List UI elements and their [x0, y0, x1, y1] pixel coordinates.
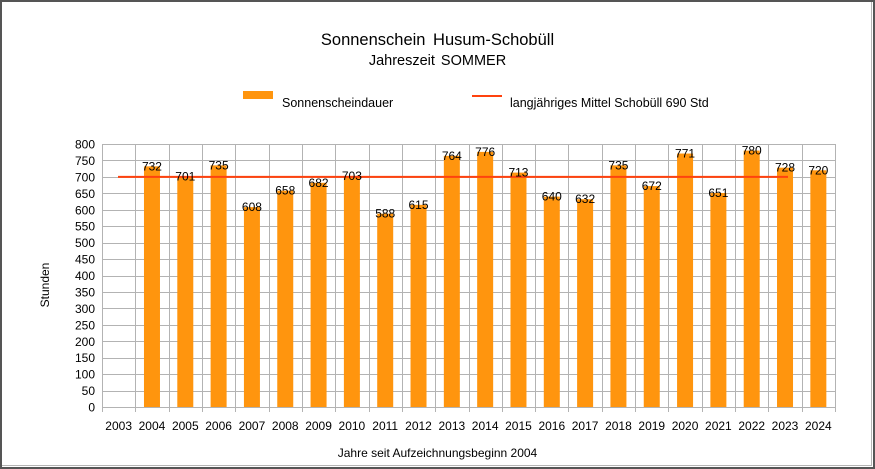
bar-2006 — [210, 165, 227, 407]
bar-2019 — [643, 186, 660, 407]
value-label-2015: 713 — [508, 166, 528, 180]
bar-2022 — [743, 150, 760, 407]
value-label-2016: 640 — [542, 190, 562, 204]
y-tick-label: 800 — [75, 138, 95, 152]
legend-line-swatch — [472, 95, 502, 97]
bar-2016 — [543, 196, 560, 407]
bar-2020 — [677, 153, 694, 407]
y-tick-label: 500 — [75, 236, 95, 250]
y-tick-label: 200 — [75, 335, 95, 349]
bar-2012 — [410, 204, 427, 407]
x-tick-label: 2024 — [805, 419, 832, 433]
x-tick-label: 2008 — [272, 419, 299, 433]
x-tick-labels: 2003 2004 2005 2006 2007 2008 2009 2010 2011 2012… — [105, 419, 832, 433]
value-label-2013: 764 — [442, 149, 462, 163]
value-label-2023: 728 — [775, 161, 795, 175]
x-tick-label: 2021 — [705, 419, 732, 433]
y-tick-label: 550 — [75, 220, 95, 234]
x-tick-label: 2006 — [205, 419, 232, 433]
x-axis-label: Jahre seit Aufzeichnungsbeginn 2004 — [337, 446, 538, 460]
bar-2017 — [577, 199, 594, 407]
y-tick-label: 300 — [75, 302, 95, 316]
x-tick-label: 2022 — [738, 419, 765, 433]
chart-subtitle: Jahreszeit SOMMER — [368, 53, 507, 69]
y-tick-label: 100 — [75, 368, 95, 382]
x-tick-label: 2005 — [172, 419, 199, 433]
value-label-2022: 780 — [742, 144, 762, 158]
value-label-2007: 608 — [242, 200, 262, 214]
bar-2018 — [610, 165, 627, 407]
value-label-2006: 735 — [209, 158, 229, 172]
bar-2008 — [277, 190, 294, 407]
bar-2024 — [810, 170, 827, 407]
x-tick-label: 2015 — [505, 419, 532, 433]
x-tick-label: 2011 — [372, 419, 398, 433]
y-tick-label: 250 — [75, 318, 95, 332]
bar-layer — [143, 150, 827, 407]
x-tick-label: 2003 — [105, 419, 132, 433]
value-label-2020: 771 — [675, 147, 695, 161]
x-tick-label: 2020 — [672, 419, 699, 433]
bar-2010 — [343, 175, 360, 407]
value-label-2018: 735 — [608, 158, 628, 172]
y-tick-label: 600 — [75, 203, 95, 217]
bar-2013 — [443, 155, 460, 407]
bar-2015 — [510, 172, 527, 407]
y-tick-label: 750 — [75, 154, 95, 168]
value-label-2009: 682 — [309, 176, 329, 190]
value-label-2017: 632 — [575, 192, 595, 206]
value-label-2008: 658 — [275, 184, 295, 198]
value-label-2014: 776 — [475, 145, 495, 159]
value-label-2019: 672 — [642, 179, 662, 193]
value-label-2004: 732 — [142, 159, 162, 173]
legend-bar-swatch — [243, 91, 273, 99]
bar-2004 — [143, 166, 160, 407]
value-labels: 732 701 735 608 658 682 703 588 615 764 776 713 640 6… — [142, 144, 829, 221]
x-tick-label: 2016 — [538, 419, 565, 433]
x-tick-label: 2023 — [772, 419, 799, 433]
legend-line-label: langjähriges Mittel Schobüll 690 Std — [510, 96, 709, 110]
x-tick-label: 2010 — [339, 419, 366, 433]
y-tick-label: 50 — [82, 384, 96, 398]
bar-2021 — [710, 192, 727, 407]
x-tick-label: 2007 — [239, 419, 266, 433]
bar-2007 — [243, 207, 260, 407]
y-tick-label: 650 — [75, 187, 95, 201]
y-tick-labels: 0 50 100 150 200 250 300 350 400 450 500 550 600 650 7… — [75, 138, 95, 415]
x-tick-label: 2014 — [472, 419, 499, 433]
bar-2011 — [377, 213, 394, 407]
value-label-2005: 701 — [175, 170, 195, 184]
y-tick-label: 700 — [75, 170, 95, 184]
y-tick-label: 450 — [75, 253, 95, 267]
x-tick-label: 2009 — [305, 419, 332, 433]
y-tick-label: 150 — [75, 351, 95, 365]
bar-2014 — [477, 151, 494, 407]
value-label-2010: 703 — [342, 169, 362, 183]
value-label-2011: 588 — [375, 207, 395, 221]
value-label-2021: 651 — [708, 186, 728, 200]
x-tick-label: 2004 — [139, 419, 166, 433]
x-tick-label: 2018 — [605, 419, 632, 433]
x-tick-label: 2013 — [438, 419, 465, 433]
x-tick-label: 2019 — [638, 419, 665, 433]
x-tick-label: 2017 — [572, 419, 599, 433]
value-label-2024: 720 — [808, 163, 828, 177]
legend-bar-label: Sonnenscheindauer — [282, 96, 394, 110]
y-tick-label: 0 — [88, 401, 95, 415]
y-tick-label: 400 — [75, 269, 95, 283]
x-tick-label: 2012 — [405, 419, 432, 433]
y-tick-label: 350 — [75, 285, 95, 299]
value-label-2012: 615 — [409, 198, 429, 212]
bar-2023 — [777, 167, 794, 407]
bar-2005 — [177, 176, 194, 407]
chart-title: Sonnenschein Husum-Schobüll — [320, 31, 555, 49]
bar-2009 — [310, 182, 327, 407]
